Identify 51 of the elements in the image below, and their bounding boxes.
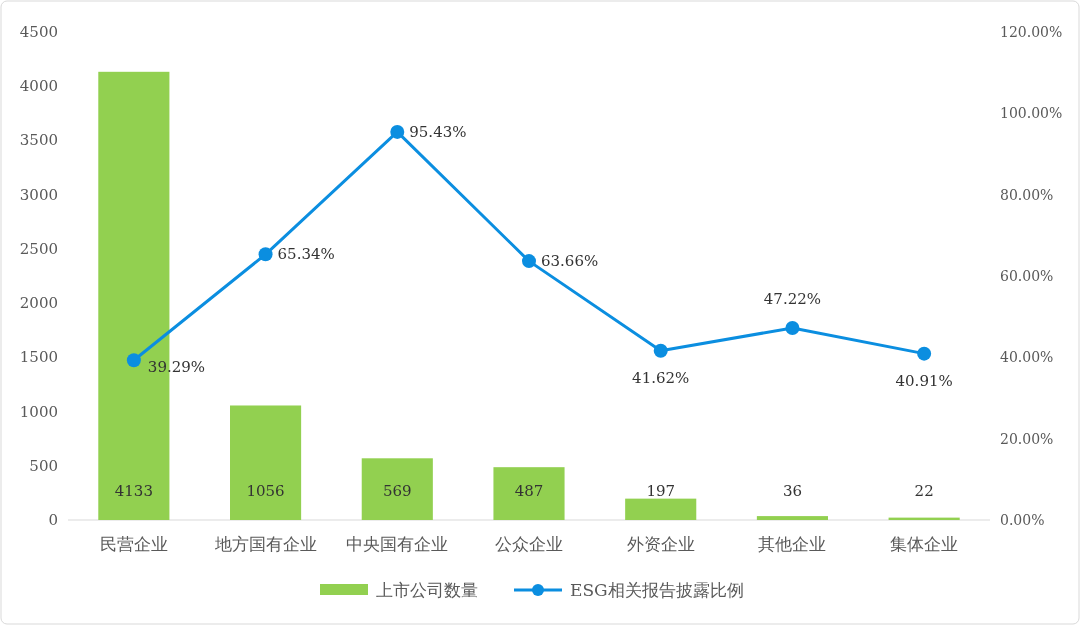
data-label: 65.34% [277,245,335,264]
point [785,320,800,335]
legend-label: ESG相关报告披露比例 [570,580,744,600]
bar [361,458,433,520]
y-tick-label: 1000 [19,402,58,421]
y-tick-label: 500 [29,456,58,475]
data-label: 63.66% [541,252,599,271]
point [390,124,405,139]
x-tick-label: 其他企业 [758,534,827,554]
x-tick-label: 中央国有企业 [346,534,449,554]
point [917,346,932,361]
data-label: 569 [382,482,412,500]
y-tick-label: 3000 [19,185,58,204]
y2-tick-label: 20.00% [1000,430,1054,447]
y-tick-label: 3500 [19,131,58,150]
y-tick-label: 4500 [19,23,58,41]
point [653,343,668,358]
x-tick-label: 地方国有企业 [213,534,317,554]
bar [756,516,828,520]
data-label: 36 [782,482,802,500]
data-label: 487 [514,482,544,500]
y2-tick-label: 80.00% [1000,186,1054,203]
data-label: 47.22% [763,289,822,308]
y2-tick-label: 40.00% [1000,349,1054,366]
data-label: 22 [914,482,934,500]
data-label: 1056 [246,482,285,500]
x-tick-label: 集体企业 [890,534,959,554]
y-tick-label: 4000 [19,77,58,96]
point [126,353,141,368]
x-tick-label: 民营企业 [99,534,168,554]
y2-tick-label: 120.00% [1000,24,1063,40]
bar [230,405,302,520]
y2-tick-label: 0.00% [1000,512,1045,528]
y-tick-label: 1500 [19,348,58,367]
y-tick-label: 0 [48,511,58,529]
data-label: 197 [646,482,676,500]
point [258,247,273,262]
legend-label: 上市公司数量 [376,580,478,600]
bar [493,467,565,520]
data-label: 95.43% [409,122,467,141]
data-label: 40.91% [895,371,953,390]
data-label: 41.62% [632,368,690,387]
y2-tick-label: 60.00% [1000,268,1054,284]
bar [625,498,697,520]
x-tick-label: 公众企业 [495,534,563,554]
x-tick-label: 外资企业 [626,534,695,554]
y2-tick-label: 100.00% [1000,105,1063,122]
point [522,254,536,269]
data-label: 4133 [114,482,153,500]
y-tick-label: 2500 [19,239,58,258]
y-tick-label: 2000 [19,294,58,313]
